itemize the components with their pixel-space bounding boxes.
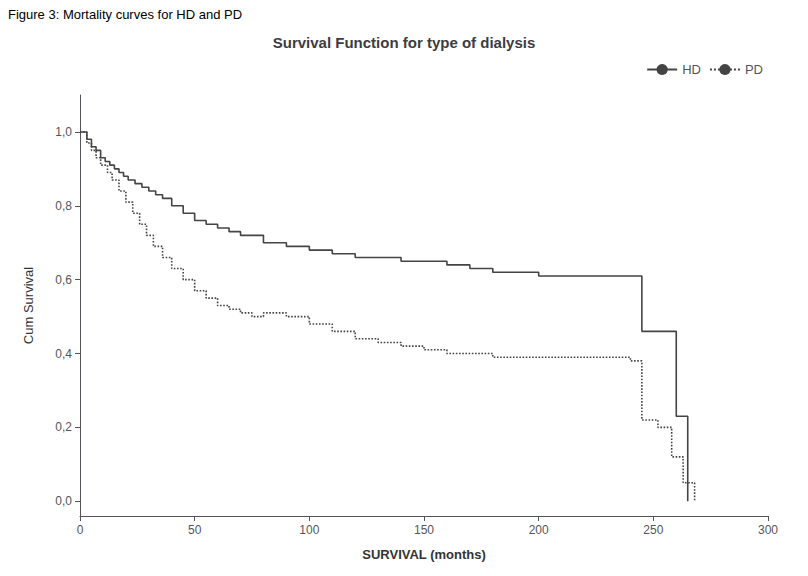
svg-text:100: 100 xyxy=(299,523,319,537)
svg-text:150: 150 xyxy=(414,523,434,537)
svg-text:HD: HD xyxy=(682,62,701,77)
svg-text:Cum Survival: Cum Survival xyxy=(21,267,36,344)
svg-text:Survival Function for type of: Survival Function for type of dialysis xyxy=(273,34,536,51)
svg-text:SURVIVAL (months): SURVIVAL (months) xyxy=(362,547,486,562)
svg-text:0,0: 0,0 xyxy=(55,494,72,508)
svg-text:1,0: 1,0 xyxy=(55,125,72,139)
svg-text:0,2: 0,2 xyxy=(55,420,72,434)
svg-text:0,6: 0,6 xyxy=(55,273,72,287)
svg-text:0: 0 xyxy=(77,523,84,537)
svg-text:PD: PD xyxy=(745,62,763,77)
svg-text:50: 50 xyxy=(188,523,202,537)
svg-text:0,4: 0,4 xyxy=(55,347,72,361)
svg-text:200: 200 xyxy=(529,523,549,537)
svg-text:0,8: 0,8 xyxy=(55,199,72,213)
svg-text:Figure 3: Mortality curves for: Figure 3: Mortality curves for HD and PD xyxy=(8,7,242,22)
svg-text:250: 250 xyxy=(643,523,663,537)
svg-text:300: 300 xyxy=(758,523,778,537)
